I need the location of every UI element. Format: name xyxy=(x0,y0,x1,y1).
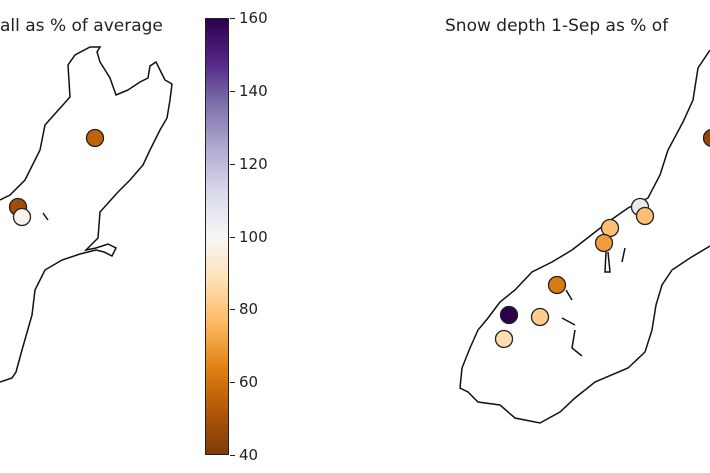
right-lakes xyxy=(561,209,641,357)
colorbar-tick-label: 80 xyxy=(239,300,259,319)
colorbar-tick: 40 xyxy=(230,446,258,464)
left-coastline xyxy=(0,46,173,383)
right-map-title: Snow depth 1-Sep as % of xyxy=(445,16,669,36)
colorbar-tick: 140 xyxy=(230,82,268,100)
colorbar-tick: 120 xyxy=(230,155,268,173)
station-marker xyxy=(702,129,710,147)
colorbar-tick: 100 xyxy=(230,228,268,246)
station-marker xyxy=(494,329,514,349)
station-marker xyxy=(594,233,614,253)
station-marker xyxy=(85,128,105,148)
left-map-title: all as % of average xyxy=(0,16,163,36)
station-marker xyxy=(547,275,567,295)
left-map xyxy=(0,46,173,383)
colorbar-tick-label: 120 xyxy=(239,154,268,173)
colorbar-tick-label: 40 xyxy=(239,446,259,464)
station-marker xyxy=(499,305,519,325)
left-lake xyxy=(42,212,49,221)
colorbar-tick-label: 140 xyxy=(239,81,268,100)
colorbar-tick-label: 100 xyxy=(239,227,268,246)
station-marker xyxy=(530,307,550,327)
colorbar-tick: 160 xyxy=(230,9,268,27)
station-marker xyxy=(635,206,655,226)
colorbar-tick-label: 60 xyxy=(239,373,259,392)
colorbar xyxy=(205,18,229,455)
right-map xyxy=(459,49,710,424)
colorbar-tick: 80 xyxy=(230,300,258,318)
station-marker xyxy=(12,207,32,227)
station-markers xyxy=(8,128,710,349)
colorbar-tick-label: 160 xyxy=(239,9,268,27)
colorbar-tick: 60 xyxy=(230,373,258,391)
right-coastline xyxy=(459,49,710,424)
